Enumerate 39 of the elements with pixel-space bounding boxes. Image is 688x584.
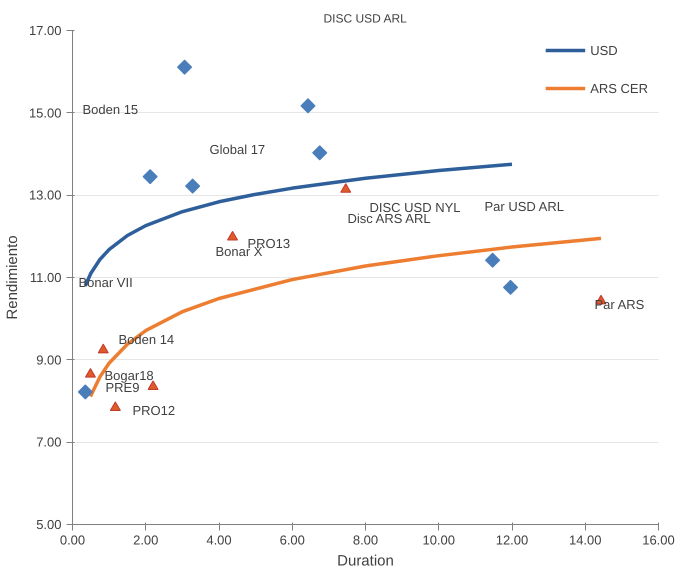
- annotation: Bogar18: [104, 368, 154, 383]
- y-tick-label: 9.00: [36, 352, 62, 368]
- point: [110, 401, 121, 411]
- y-tick-label: 7.00: [36, 434, 62, 450]
- annotation: Global 17: [210, 142, 266, 157]
- annotation: Par USD ARL: [484, 199, 564, 214]
- point: [142, 169, 158, 184]
- x-axis-title: Duration: [337, 552, 394, 570]
- annotation: PRO12: [132, 403, 176, 418]
- annotation: Boden 15: [82, 102, 138, 117]
- point: [177, 60, 192, 75]
- x-tick-label: 0.00: [60, 532, 86, 548]
- y-tick-label: 11.00: [30, 270, 62, 285]
- point: [300, 98, 316, 114]
- x-tick-label: 8.00: [352, 532, 378, 548]
- legend-label: ARS CER: [590, 80, 648, 96]
- x-tick-label: 12.00: [496, 532, 528, 548]
- y-tick-label: 5.00: [36, 517, 62, 532]
- y-tick-label: 17.00: [28, 23, 62, 38]
- x-tick-label: 2.00: [133, 532, 158, 548]
- y-axis-title: Rendimiento: [4, 235, 21, 320]
- chart-title: DISC USD ARL: [323, 12, 408, 26]
- point: [340, 183, 352, 193]
- x-tick-label: 6.00: [280, 532, 305, 548]
- point: [98, 344, 109, 354]
- x-tick-label: 4.00: [206, 532, 232, 548]
- point: [485, 252, 500, 268]
- point: [84, 368, 96, 378]
- y-tick-label: 13.00: [28, 188, 62, 203]
- x-tick-label: 16.00: [642, 532, 675, 548]
- point: [185, 178, 200, 194]
- x-tick-label: 10.00: [422, 532, 456, 548]
- y-tick-label: 15.00: [28, 105, 62, 120]
- x-tick-label: 14.00: [568, 532, 602, 548]
- annotation: Par ARS: [594, 297, 645, 312]
- legend-label: USD: [590, 42, 618, 58]
- point: [502, 280, 518, 295]
- point: [312, 145, 328, 160]
- point: [227, 230, 238, 241]
